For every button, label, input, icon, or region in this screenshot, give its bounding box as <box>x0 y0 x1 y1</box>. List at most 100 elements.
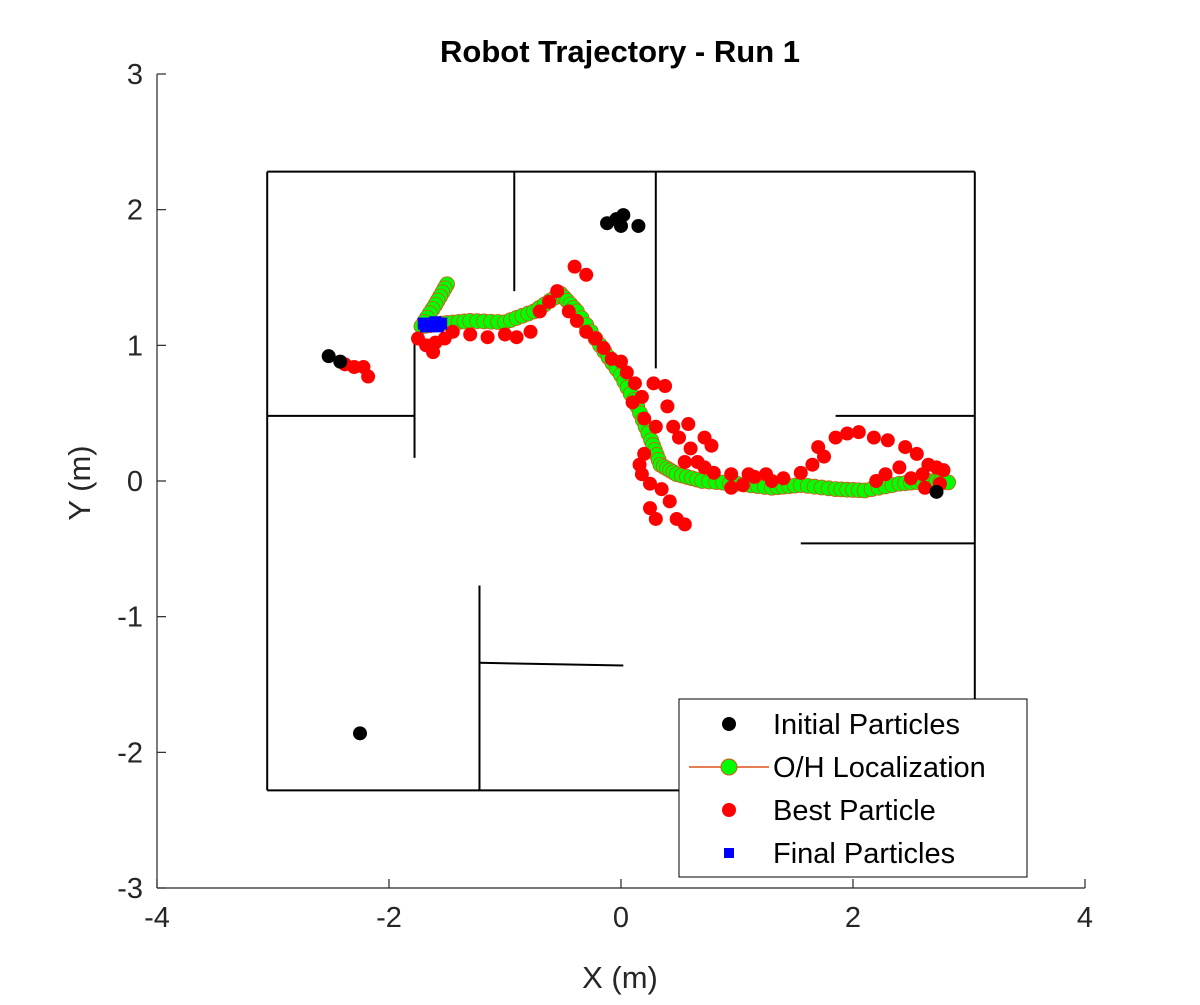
data-point <box>811 440 826 455</box>
data-point <box>805 457 820 472</box>
legend-marker-final-particles <box>724 848 734 858</box>
legend-label-initial-particles: Initial Particles <box>773 709 960 741</box>
y-tick-label: 1 <box>127 330 143 362</box>
data-point <box>480 330 495 345</box>
data-point <box>869 474 884 488</box>
data-point <box>904 471 918 486</box>
data-point <box>706 465 721 480</box>
legend-entry-initial-particles: Initial Particles <box>722 709 960 741</box>
x-tick-label: 4 <box>1077 902 1093 934</box>
map-walls <box>266 170 976 792</box>
data-point <box>426 345 441 360</box>
data-point <box>648 419 663 434</box>
data-point <box>596 341 611 356</box>
data-point <box>532 304 547 319</box>
legend-marker-initial-particles <box>722 717 736 731</box>
data-point <box>648 511 663 526</box>
series-final-particles <box>417 316 448 333</box>
data-point <box>658 379 673 394</box>
chart-title: Robot Trajectory - Run 1 <box>440 34 800 69</box>
x-tick-label: -2 <box>376 902 402 934</box>
legend-marker-best-particle <box>722 803 736 817</box>
data-point <box>569 313 584 328</box>
axes: -4 -2 0 2 4 -3 -2 -1 0 1 2 3 <box>117 59 1093 934</box>
data-point <box>764 474 779 488</box>
data-point <box>550 284 565 299</box>
map-wall <box>479 661 624 667</box>
series-initial-particles <box>321 208 944 741</box>
legend-label-best-particle: Best Particle <box>773 795 936 827</box>
data-point <box>677 455 692 470</box>
data-point <box>683 441 698 456</box>
data-point <box>866 430 881 445</box>
x-tick-label: 0 <box>613 902 629 934</box>
data-point <box>704 438 719 453</box>
y-tick-label: 0 <box>127 466 143 498</box>
data-point <box>724 467 739 482</box>
data-point <box>646 376 661 391</box>
x-axis-label: X (m) <box>582 960 658 995</box>
data-point <box>735 478 750 493</box>
data-point <box>677 517 692 532</box>
data-point <box>793 465 808 480</box>
data-point <box>588 331 603 346</box>
legend-box <box>678 698 1028 878</box>
data-point <box>666 419 681 434</box>
data-point <box>747 469 762 484</box>
data-point <box>361 369 376 384</box>
data-point <box>898 440 913 455</box>
data-point <box>662 494 677 509</box>
y-tick-label: -2 <box>117 737 143 769</box>
legend-entry-oh-localization: O/H Localization <box>689 752 986 784</box>
data-point <box>420 320 433 333</box>
data-point <box>840 426 855 441</box>
data-point <box>579 267 594 282</box>
data-point <box>333 354 348 369</box>
data-point <box>632 457 647 472</box>
data-point <box>463 327 478 342</box>
data-point <box>936 463 951 478</box>
data-point <box>619 365 634 380</box>
data-point <box>643 501 657 516</box>
data-point <box>915 467 930 482</box>
data-point <box>660 399 675 414</box>
data-point <box>353 726 367 741</box>
x-tick-label: 2 <box>845 902 861 934</box>
data-point <box>631 218 646 233</box>
data-point <box>627 376 642 391</box>
data-point <box>542 294 557 309</box>
data-point <box>567 259 582 274</box>
legend-entry-final-particles: Final Particles <box>724 838 955 870</box>
data-point <box>637 411 652 426</box>
legend-entry-best-particle: Best Particle <box>722 795 936 827</box>
y-axis-label: Y (m) <box>62 445 97 520</box>
legend-label-final-particles: Final Particles <box>773 838 955 870</box>
data-point <box>654 482 669 497</box>
data-point <box>724 480 739 495</box>
data-point <box>929 484 944 499</box>
data-point <box>321 349 336 364</box>
legend: Initial Particles O/H Localization Best … <box>678 698 1028 878</box>
data-point <box>643 476 657 491</box>
data-point <box>672 430 686 445</box>
data-point <box>892 460 907 475</box>
data-point <box>509 330 524 345</box>
data-point <box>776 471 791 486</box>
data-point <box>614 218 628 233</box>
data-point <box>851 425 866 440</box>
y-tick-label: -3 <box>117 873 143 905</box>
data-point <box>681 417 696 432</box>
data-point <box>431 320 444 333</box>
series-best-particle <box>337 259 951 532</box>
data-point <box>616 208 631 223</box>
data-point <box>880 433 895 448</box>
y-tick-label: 2 <box>127 195 143 227</box>
data-point <box>917 480 932 495</box>
data-point <box>637 446 652 461</box>
x-tick-label: -4 <box>144 902 170 934</box>
legend-marker-oh-localization <box>720 758 738 776</box>
data-point <box>445 324 460 339</box>
data-point <box>909 446 924 461</box>
data-point <box>561 304 576 319</box>
